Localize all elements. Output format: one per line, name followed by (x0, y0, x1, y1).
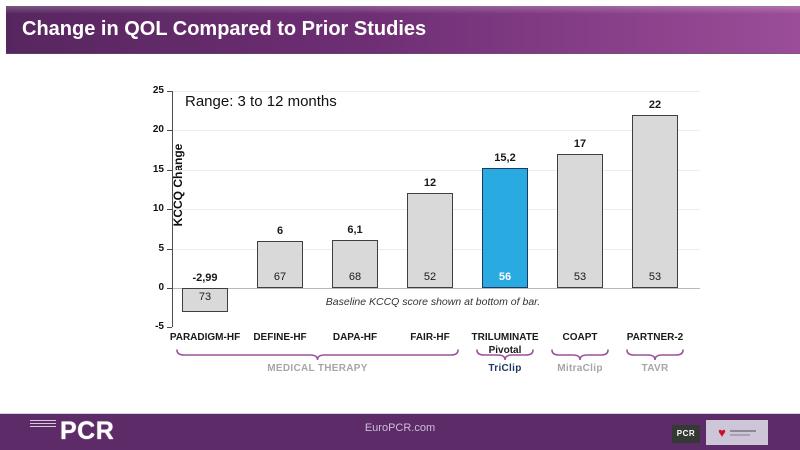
bar-value-label: 12 (423, 177, 437, 190)
pcr-logo-text: PCR (60, 417, 115, 445)
bar (182, 288, 228, 312)
footer-url: EuroPCR.com (364, 422, 436, 434)
bar (407, 193, 453, 288)
bar-value-label: 22 (648, 98, 662, 111)
gridline (172, 130, 700, 132)
y-axis-tick (167, 209, 172, 211)
x-axis-label: COAPT (562, 332, 598, 343)
group-label: TriClip (488, 363, 522, 374)
x-axis-label: FAIR-HF (410, 332, 450, 343)
pcr-logo: PCR (30, 418, 114, 444)
y-axis-tick (167, 248, 172, 250)
group-bracket (176, 349, 459, 361)
bar (332, 239, 378, 288)
group-label: MEDICAL THERAPY (267, 363, 368, 374)
bar-baseline-label: 73 (198, 291, 212, 303)
bar (482, 168, 528, 288)
y-axis-tick-label: 10 (152, 203, 164, 215)
group-bracket (551, 349, 609, 361)
pcr-logo-fineprint (30, 420, 56, 428)
bar-value-label: -2,99 (192, 272, 218, 284)
y-axis-tick (167, 169, 172, 171)
heart-icon: ♥ (718, 425, 726, 440)
bar-value-label: 17 (573, 138, 587, 151)
x-axis-label: DEFINE-HF (253, 332, 307, 343)
y-axis-tick-label: 20 (152, 124, 164, 136)
y-axis-tick-label: 15 (152, 163, 164, 175)
y-axis-title: KCCQ Change (171, 143, 185, 227)
slide-footer (0, 413, 800, 450)
range-annotation: Range: 3 to 12 months (185, 93, 337, 110)
bar (632, 114, 678, 288)
bar-value-label: 6,1 (347, 223, 363, 236)
pcr-badge: PCR (672, 425, 700, 443)
y-axis-tick-label: 0 (158, 282, 164, 293)
group-label: TAVR (641, 363, 669, 374)
x-axis-label: TRILUMINATE (471, 332, 539, 343)
gridline (172, 91, 700, 92)
x-axis-zero-line (172, 288, 700, 289)
group-label: MitraClip (557, 363, 603, 374)
bar-value-label: 6 (276, 224, 284, 237)
bar-baseline-label: 68 (348, 271, 362, 283)
bar-baseline-label: 52 (423, 271, 437, 283)
x-axis-label: PARTNER-2 (626, 332, 684, 343)
y-axis-tick (167, 327, 172, 329)
y-axis-tick-label: -5 (155, 321, 164, 333)
x-axis-label: DAPA-HF (332, 332, 378, 343)
baseline-note: Baseline KCCQ score shown at bottom of b… (325, 296, 541, 308)
partner-logo-text-lines (729, 429, 756, 436)
slide-header: Change in QOL Compared to Prior Studies (6, 6, 800, 54)
bar-baseline-label: 56 (498, 271, 512, 283)
bar (557, 154, 603, 288)
group-bracket (626, 349, 684, 361)
partner-logo: ♥ (706, 420, 768, 445)
gridline (172, 169, 700, 171)
x-axis-label: PARADIGM-HF (169, 332, 241, 343)
bar-baseline-label: 53 (573, 271, 587, 283)
y-axis-tick (167, 288, 172, 289)
y-axis-tick (167, 130, 172, 132)
y-axis-tick (167, 91, 172, 92)
bar-baseline-label: 67 (273, 271, 287, 283)
x-axis-sublabel: Pivotal (488, 345, 522, 356)
y-axis-line (172, 91, 173, 328)
bar-value-label: 15,2 (494, 152, 516, 165)
bar-baseline-label: 53 (648, 271, 662, 283)
y-axis-tick-label: 5 (158, 242, 164, 254)
y-axis-tick-label: 25 (152, 85, 164, 96)
slide-title: Change in QOL Compared to Prior Studies (22, 18, 427, 40)
bar (257, 240, 303, 288)
